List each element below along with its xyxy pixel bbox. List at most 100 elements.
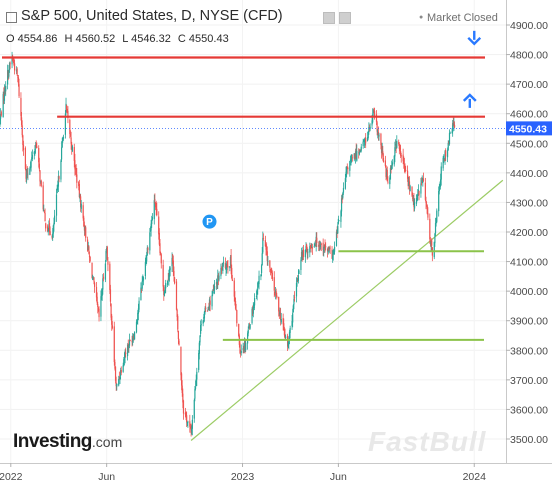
ohlc-high-key: H [64, 33, 73, 45]
candle-down [45, 223, 47, 229]
settings-icon[interactable] [323, 12, 335, 24]
candle-up [434, 223, 437, 234]
candle-down [412, 197, 414, 199]
candle-down [40, 180, 42, 186]
candle-down [17, 76, 19, 78]
candle-up [132, 337, 134, 339]
candle-down [160, 252, 162, 255]
candle-up [440, 179, 442, 187]
candle-down [429, 218, 431, 240]
candle-down [109, 289, 112, 302]
candle-down [87, 239, 89, 251]
candle-down [83, 224, 86, 231]
candle-down [336, 231, 338, 234]
candle-down [252, 308, 254, 313]
candle-up [217, 275, 219, 285]
ohlc-open-value: 4554.86 [17, 33, 58, 45]
candle-up [289, 328, 291, 333]
candle-down [189, 426, 192, 428]
candle-up [440, 166, 442, 180]
candle-up [34, 144, 37, 148]
candle-up [417, 193, 419, 196]
candle-down [178, 340, 180, 346]
candle-down [375, 114, 378, 122]
candle-down [22, 135, 24, 145]
candle-up [344, 178, 346, 189]
candle-up [47, 230, 49, 233]
candle-down [118, 377, 120, 379]
candle-up [151, 217, 153, 220]
candle-down [69, 119, 71, 135]
candle-down [453, 125, 456, 128]
candle-up [55, 194, 58, 216]
candle-up [452, 123, 454, 132]
ohlc-low-key: L [122, 33, 129, 45]
candle-up [133, 332, 136, 340]
close-icon[interactable] [339, 12, 351, 24]
candle-up [447, 142, 449, 151]
candle-down [405, 170, 407, 172]
candle-up [297, 275, 299, 281]
candle-up [280, 319, 282, 323]
candle-down [74, 160, 76, 170]
ohlc-low-value: 4546.32 [131, 33, 171, 45]
candle-down [182, 400, 185, 414]
candle-up [168, 268, 171, 277]
candle-down [205, 307, 207, 310]
candle-up [358, 149, 360, 155]
candle-down [83, 217, 85, 227]
candle-down [283, 328, 286, 336]
candle-down [42, 185, 44, 210]
candle-up [61, 141, 63, 148]
candle-up [52, 233, 54, 238]
candle-up [202, 320, 204, 324]
candle-down [324, 244, 326, 247]
candle-up [142, 277, 145, 281]
candle-down [326, 248, 329, 252]
candle-up [149, 229, 152, 232]
candle-up [3, 88, 6, 101]
candle-down [70, 137, 72, 144]
candle-up [408, 181, 410, 187]
candle-down [358, 152, 360, 154]
candle-down [111, 325, 113, 329]
candle-down [85, 227, 87, 238]
candle-down [400, 151, 402, 156]
y-tick-label: 3900.00 [510, 316, 548, 328]
candle-up [84, 227, 86, 229]
candle-up [389, 167, 392, 180]
ohlc-open-key: O [6, 33, 15, 45]
market-status: Market Closed [427, 12, 498, 24]
candle-up [346, 167, 348, 174]
y-tick-label: 4100.00 [510, 257, 548, 269]
candle-up [142, 278, 144, 282]
market-status-dot-icon: ● [419, 14, 424, 21]
candle-up [137, 308, 140, 314]
candle-up [386, 171, 388, 176]
candle-down [175, 281, 178, 310]
candle-down [248, 326, 251, 328]
candle-up [123, 359, 125, 366]
candlestick-series [0, 51, 456, 437]
candle-up [104, 263, 106, 280]
candle-up [396, 140, 398, 148]
investing-logo: Investing.com [13, 431, 122, 453]
candle-up [215, 282, 218, 285]
candle-up [356, 150, 358, 161]
chart-title: S&P 500, United States, D, NYSE (CFD) [21, 8, 283, 24]
candle-up [257, 282, 259, 284]
candle-down [399, 147, 401, 150]
candle-down [398, 144, 400, 149]
candle-down [0, 111, 2, 116]
candle-up [105, 250, 107, 262]
square-toggle-icon[interactable] [6, 12, 17, 23]
candle-down [427, 213, 429, 218]
candle-down [89, 256, 91, 262]
candle-down [182, 393, 184, 403]
y-tick-label: 4300.00 [510, 197, 548, 209]
candle-up [300, 259, 302, 270]
candle-down [230, 255, 232, 269]
candle-down [231, 279, 233, 281]
candle-up [56, 188, 58, 194]
